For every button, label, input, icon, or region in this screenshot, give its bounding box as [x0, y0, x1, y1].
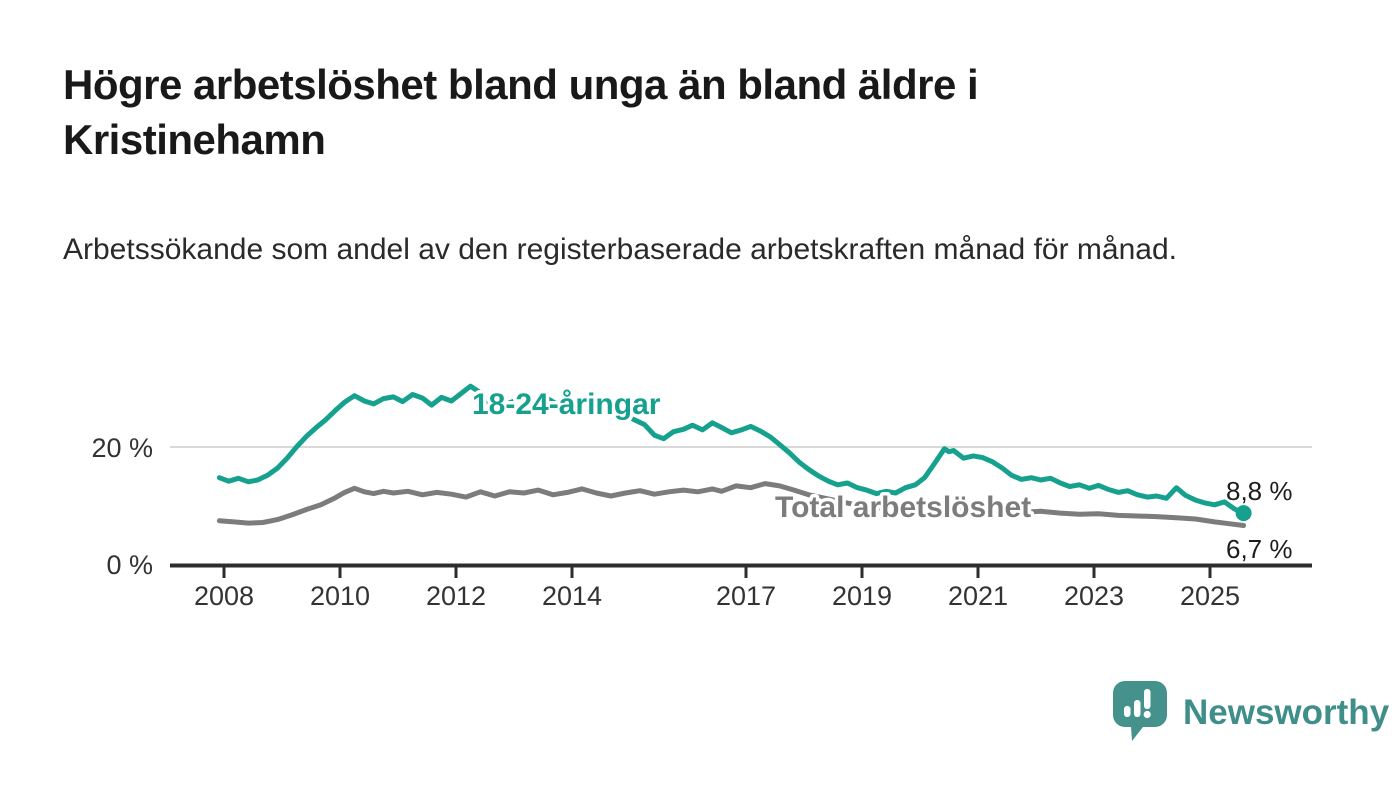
page-title: Högre arbetslöshet bland unga än bland ä… [63, 61, 979, 163]
x-tick-label-2008: 2008 [194, 581, 254, 611]
series-end-dot-youth [1235, 505, 1252, 522]
x-tick-label-2019: 2019 [832, 581, 892, 611]
x-tick-label-2012: 2012 [426, 581, 486, 611]
x-tick-label-2014: 2014 [542, 581, 602, 611]
exclamation-stem [1144, 689, 1151, 709]
y-tick-label-0: 0 % [106, 550, 153, 580]
x-tick-label-2010: 2010 [310, 581, 370, 611]
series-label-youth: 18-24-åringar [472, 388, 661, 421]
series-line-total [216, 481, 1247, 528]
x-tick-label-2017: 2017 [716, 581, 776, 611]
end-value-label-total: 6,7 % [1226, 534, 1293, 564]
bar-small [1124, 706, 1131, 717]
x-tick-label-2023: 2023 [1064, 581, 1124, 611]
brand-wordmark: Newsworthy [1183, 692, 1390, 732]
page-subtitle: Arbetssökande som andel av den registerb… [63, 233, 1177, 266]
newsworthy-brand: Newsworthy [1112, 680, 1389, 742]
series-label-total: Total arbetslöshet [775, 491, 1031, 524]
x-tick-label-2021: 2021 [948, 581, 1008, 611]
series-line-youth [216, 383, 1247, 516]
x-axis-labels: 2008 2010 2012 2014 2017 2019 2021 2023 2025 [194, 581, 1240, 611]
newsworthy-logo-icon [1113, 681, 1167, 741]
y-tick-label-20: 20 % [91, 433, 153, 463]
x-axis-ticks [222, 567, 1212, 578]
end-value-label-youth: 8,8 % [1226, 476, 1293, 506]
x-tick-label-2025: 2025 [1180, 581, 1240, 611]
bar-medium [1134, 700, 1141, 717]
exclamation-dot [1143, 710, 1151, 719]
